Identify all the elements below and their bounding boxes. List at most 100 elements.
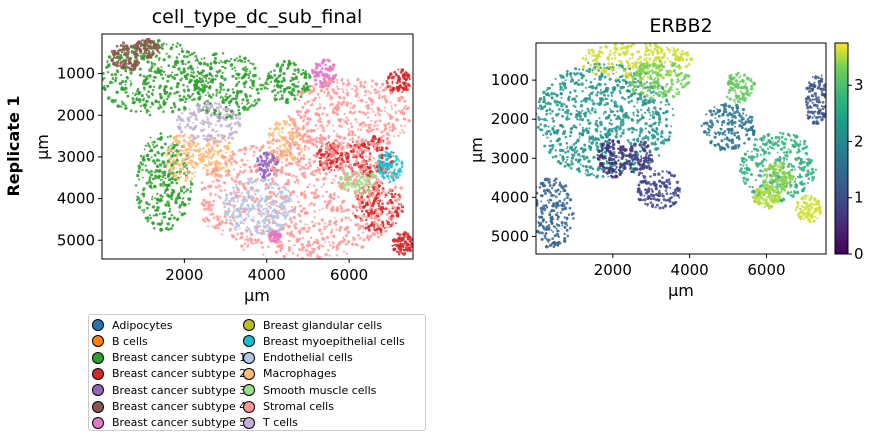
- cell-point: [394, 110, 398, 114]
- cell-point: [368, 98, 371, 101]
- cell-point: [149, 169, 153, 173]
- cell-point: [321, 136, 325, 139]
- cell-point: [234, 205, 236, 208]
- cell-point: [238, 170, 242, 174]
- cell-point: [228, 154, 231, 157]
- cell-point: [291, 117, 294, 120]
- cell-point: [147, 90, 151, 94]
- cell-point: [308, 204, 311, 207]
- cell-point: [345, 92, 348, 96]
- cell-point: [319, 156, 323, 160]
- cell-point: [237, 207, 241, 211]
- cell-point: [217, 195, 220, 198]
- cell-point: [171, 154, 175, 157]
- cell-point: [184, 149, 188, 152]
- cell-point: [283, 183, 287, 186]
- cell-point: [221, 71, 224, 75]
- cell-point: [302, 227, 306, 231]
- cell-point: [244, 73, 248, 76]
- cell-point: [254, 168, 259, 172]
- cell-point: [221, 98, 225, 102]
- cell-point: [313, 191, 316, 194]
- cell-point: [356, 128, 360, 131]
- cell-point: [385, 131, 390, 136]
- cell-point: [372, 145, 375, 148]
- cell-point: [268, 236, 271, 238]
- cell-point: [288, 218, 292, 222]
- cell-point: [306, 135, 310, 139]
- cell-point: [201, 119, 204, 123]
- cell-point: [120, 86, 124, 90]
- cell-point: [368, 169, 372, 173]
- cell-point: [255, 101, 259, 105]
- cell-point: [202, 152, 206, 156]
- cell-point: [378, 184, 381, 188]
- cell-point: [215, 102, 218, 105]
- cell-point: [171, 167, 174, 170]
- region-cluster: [175, 102, 242, 145]
- cell-point: [240, 192, 243, 195]
- cell-point: [276, 147, 279, 150]
- cell-point: [277, 186, 281, 190]
- cell-point: [150, 39, 154, 43]
- cell-point: [183, 69, 186, 73]
- cell-point: [308, 161, 311, 165]
- cell-point: [347, 175, 350, 178]
- cell-point: [372, 199, 376, 203]
- cell-point: [564, 161, 568, 164]
- cell-point: [227, 207, 230, 210]
- cell-point: [585, 86, 588, 89]
- cell-point: [229, 151, 232, 154]
- cell-point: [392, 178, 396, 182]
- cell-point: [344, 164, 348, 168]
- region-cluster: [315, 141, 350, 172]
- cell-point: [308, 117, 312, 121]
- cell-point: [165, 162, 169, 166]
- cell-point: [191, 127, 196, 131]
- cell-point: [610, 99, 614, 102]
- cell-point: [175, 143, 179, 147]
- cell-point: [321, 177, 326, 181]
- cell-point: [300, 149, 302, 152]
- cell-point: [161, 183, 164, 186]
- cell-point: [177, 126, 182, 131]
- cell-point: [367, 191, 371, 195]
- cell-point: [254, 98, 257, 102]
- cell-point: [254, 240, 258, 244]
- cell-point: [399, 250, 402, 254]
- cell-point: [274, 94, 277, 97]
- cell-point: [353, 190, 356, 193]
- cell-point: [223, 214, 227, 218]
- cell-point: [181, 158, 184, 161]
- cell-point: [386, 77, 389, 80]
- cell-point: [379, 223, 382, 226]
- cell-point: [329, 153, 333, 157]
- cell-point: [403, 75, 406, 78]
- cell-point: [279, 246, 284, 251]
- cell-point: [381, 95, 385, 99]
- cell-point: [145, 181, 149, 185]
- cell-point: [267, 209, 270, 212]
- cell-point: [172, 135, 177, 140]
- cell-point: [366, 111, 370, 114]
- cell-point: [154, 177, 157, 180]
- cell-point: [222, 65, 225, 68]
- cell-point: [371, 211, 376, 215]
- cell-point: [298, 219, 303, 223]
- cell-point: [311, 250, 314, 253]
- cell-point: [293, 97, 297, 101]
- cell-point: [288, 123, 292, 127]
- cell-point: [160, 135, 163, 139]
- cell-point: [175, 56, 179, 59]
- cell-point: [135, 58, 139, 61]
- cell-point: [351, 182, 355, 186]
- cell-point: [267, 179, 270, 182]
- cell-point: [184, 100, 187, 104]
- cell-point: [352, 146, 357, 150]
- cell-point: [349, 218, 352, 222]
- cell-point: [382, 160, 385, 163]
- cell-point: [134, 56, 138, 60]
- cell-point: [333, 159, 337, 162]
- cell-point: [324, 167, 326, 170]
- cell-point: [384, 162, 389, 167]
